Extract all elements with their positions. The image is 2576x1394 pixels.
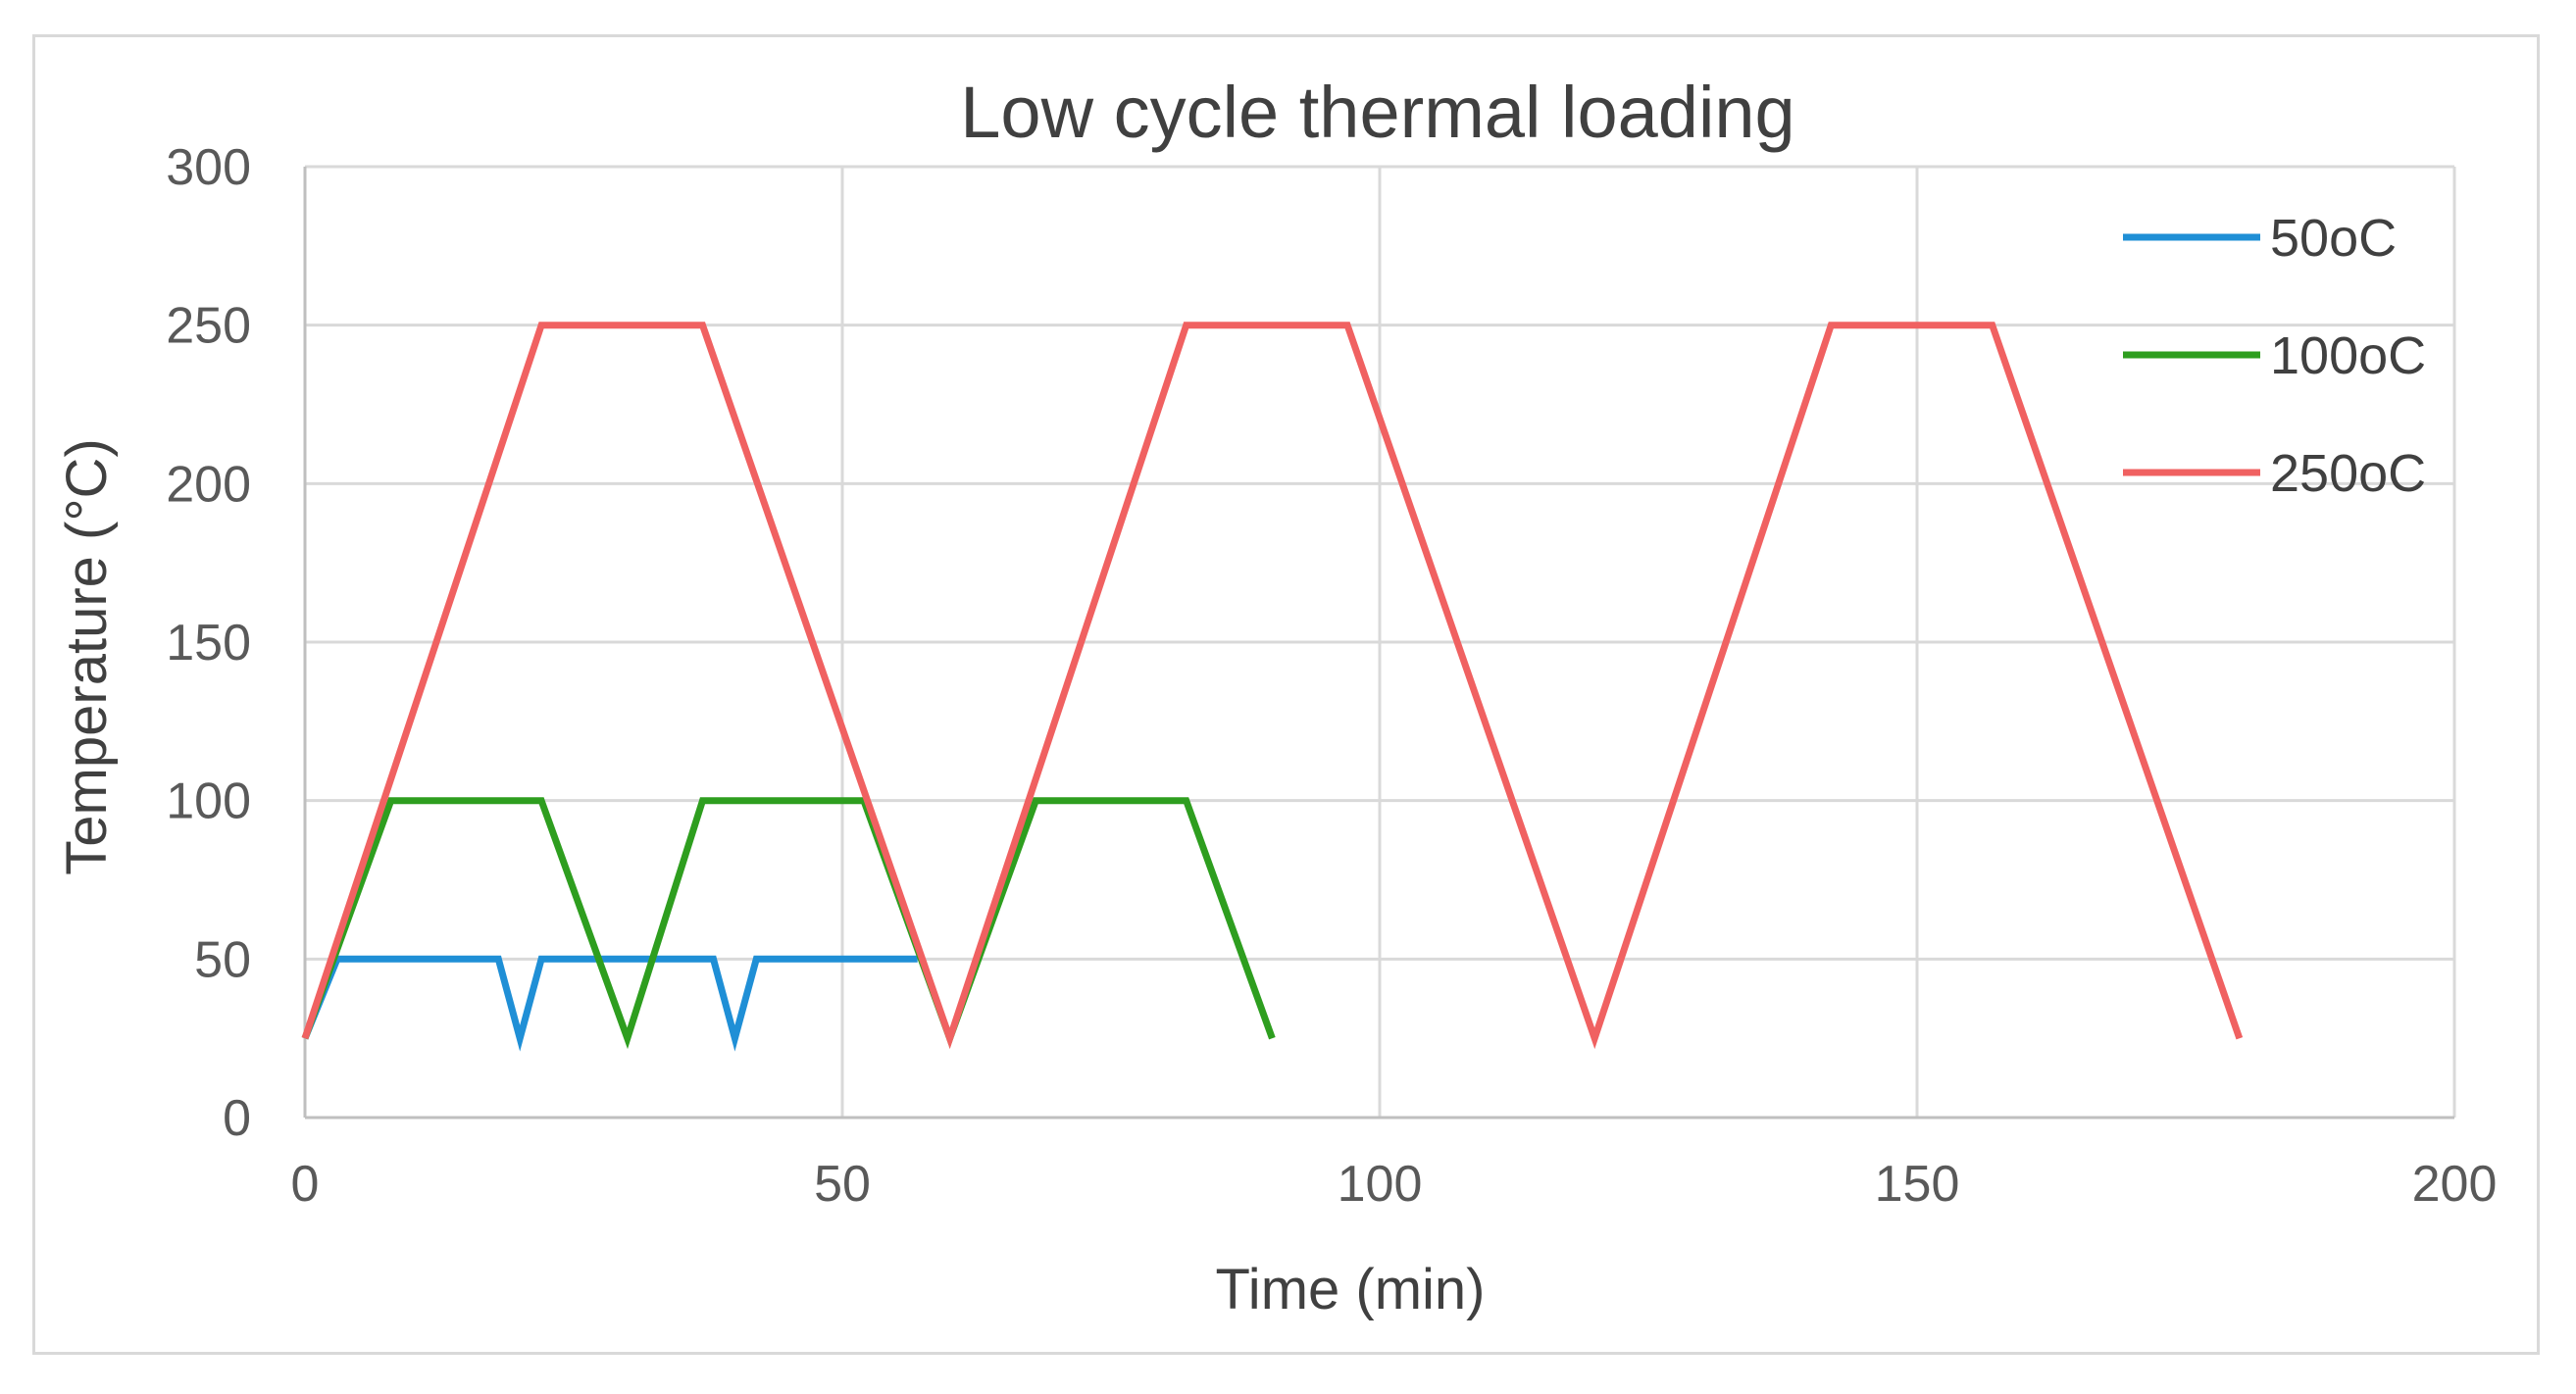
tick-labels: 0 50 100 150 200 250 300 0 50 100 150 200 bbox=[166, 139, 2497, 1213]
y-tick-label: 250 bbox=[166, 298, 251, 355]
y-tick-label: 150 bbox=[166, 615, 251, 672]
legend-label: 100oC bbox=[2270, 326, 2426, 385]
x-tick-label: 50 bbox=[814, 1156, 871, 1213]
series-line-250oC bbox=[301, 322, 2244, 1050]
series-line-50oC bbox=[301, 955, 918, 1052]
gridlines bbox=[305, 165, 2456, 1118]
x-axis-title: Time (min) bbox=[1216, 1258, 1486, 1321]
legend-label: 250oC bbox=[2270, 444, 2426, 503]
axes bbox=[303, 167, 2454, 1120]
y-tick-label: 0 bbox=[223, 1090, 251, 1147]
y-tick-label: 50 bbox=[194, 931, 251, 988]
y-tick-label: 100 bbox=[166, 773, 251, 830]
y-tick-label: 300 bbox=[166, 139, 251, 196]
series-lines bbox=[301, 322, 2244, 1052]
x-tick-label: 100 bbox=[1338, 1156, 1423, 1213]
chart-title: Low cycle thermal loading bbox=[960, 72, 1794, 153]
legend: 50oC 100oC 250oC bbox=[2123, 209, 2426, 503]
series-line-100oC bbox=[301, 797, 1276, 1050]
y-axis-title: Temperature (°C) bbox=[55, 438, 119, 874]
x-tick-label: 0 bbox=[291, 1156, 320, 1213]
x-tick-label: 150 bbox=[1875, 1156, 1960, 1213]
legend-label: 50oC bbox=[2270, 209, 2397, 268]
x-tick-label: 200 bbox=[2412, 1156, 2498, 1213]
y-tick-label: 200 bbox=[166, 456, 251, 513]
